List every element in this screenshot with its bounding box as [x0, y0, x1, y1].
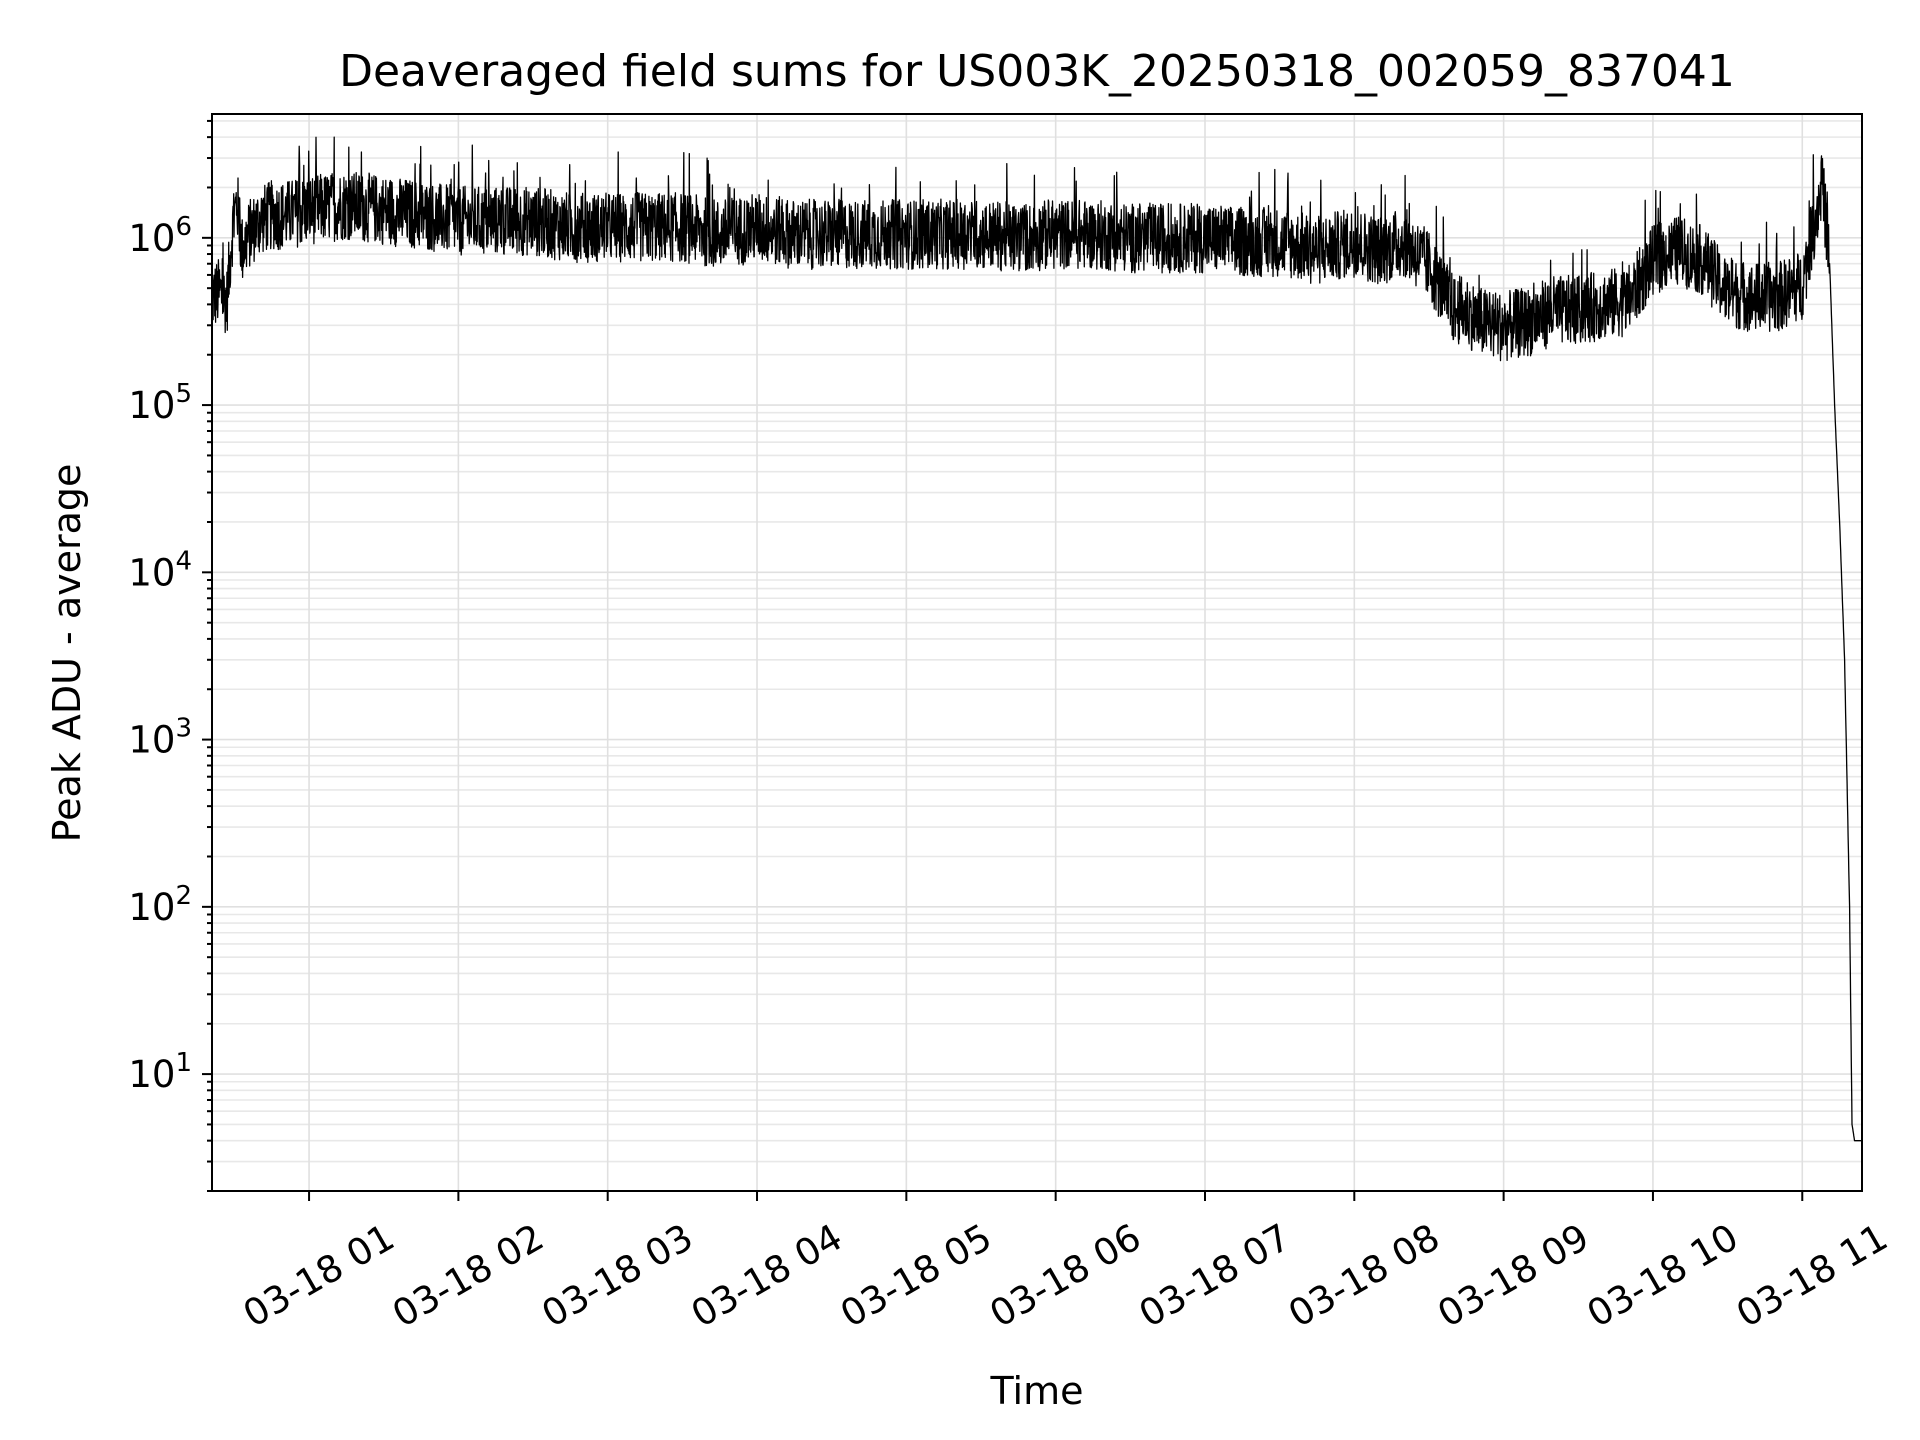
y-tick-label: 105 [128, 379, 192, 427]
chart-title: Deaveraged field sums for US003K_2025031… [339, 46, 1735, 97]
plot-frame [211, 113, 1863, 1192]
y-tick-label: 106 [128, 212, 192, 260]
y-tick-label: 103 [128, 714, 192, 762]
series-group [211, 136, 1863, 1142]
y-axis-label: Peak ADU - average [45, 464, 89, 843]
y-tick-label: 102 [128, 881, 192, 929]
y-tick-label: 101 [128, 1048, 192, 1096]
y-tick-label: 104 [128, 546, 192, 594]
series-line [211, 136, 1863, 1142]
x-axis-label: Time [990, 1369, 1084, 1413]
